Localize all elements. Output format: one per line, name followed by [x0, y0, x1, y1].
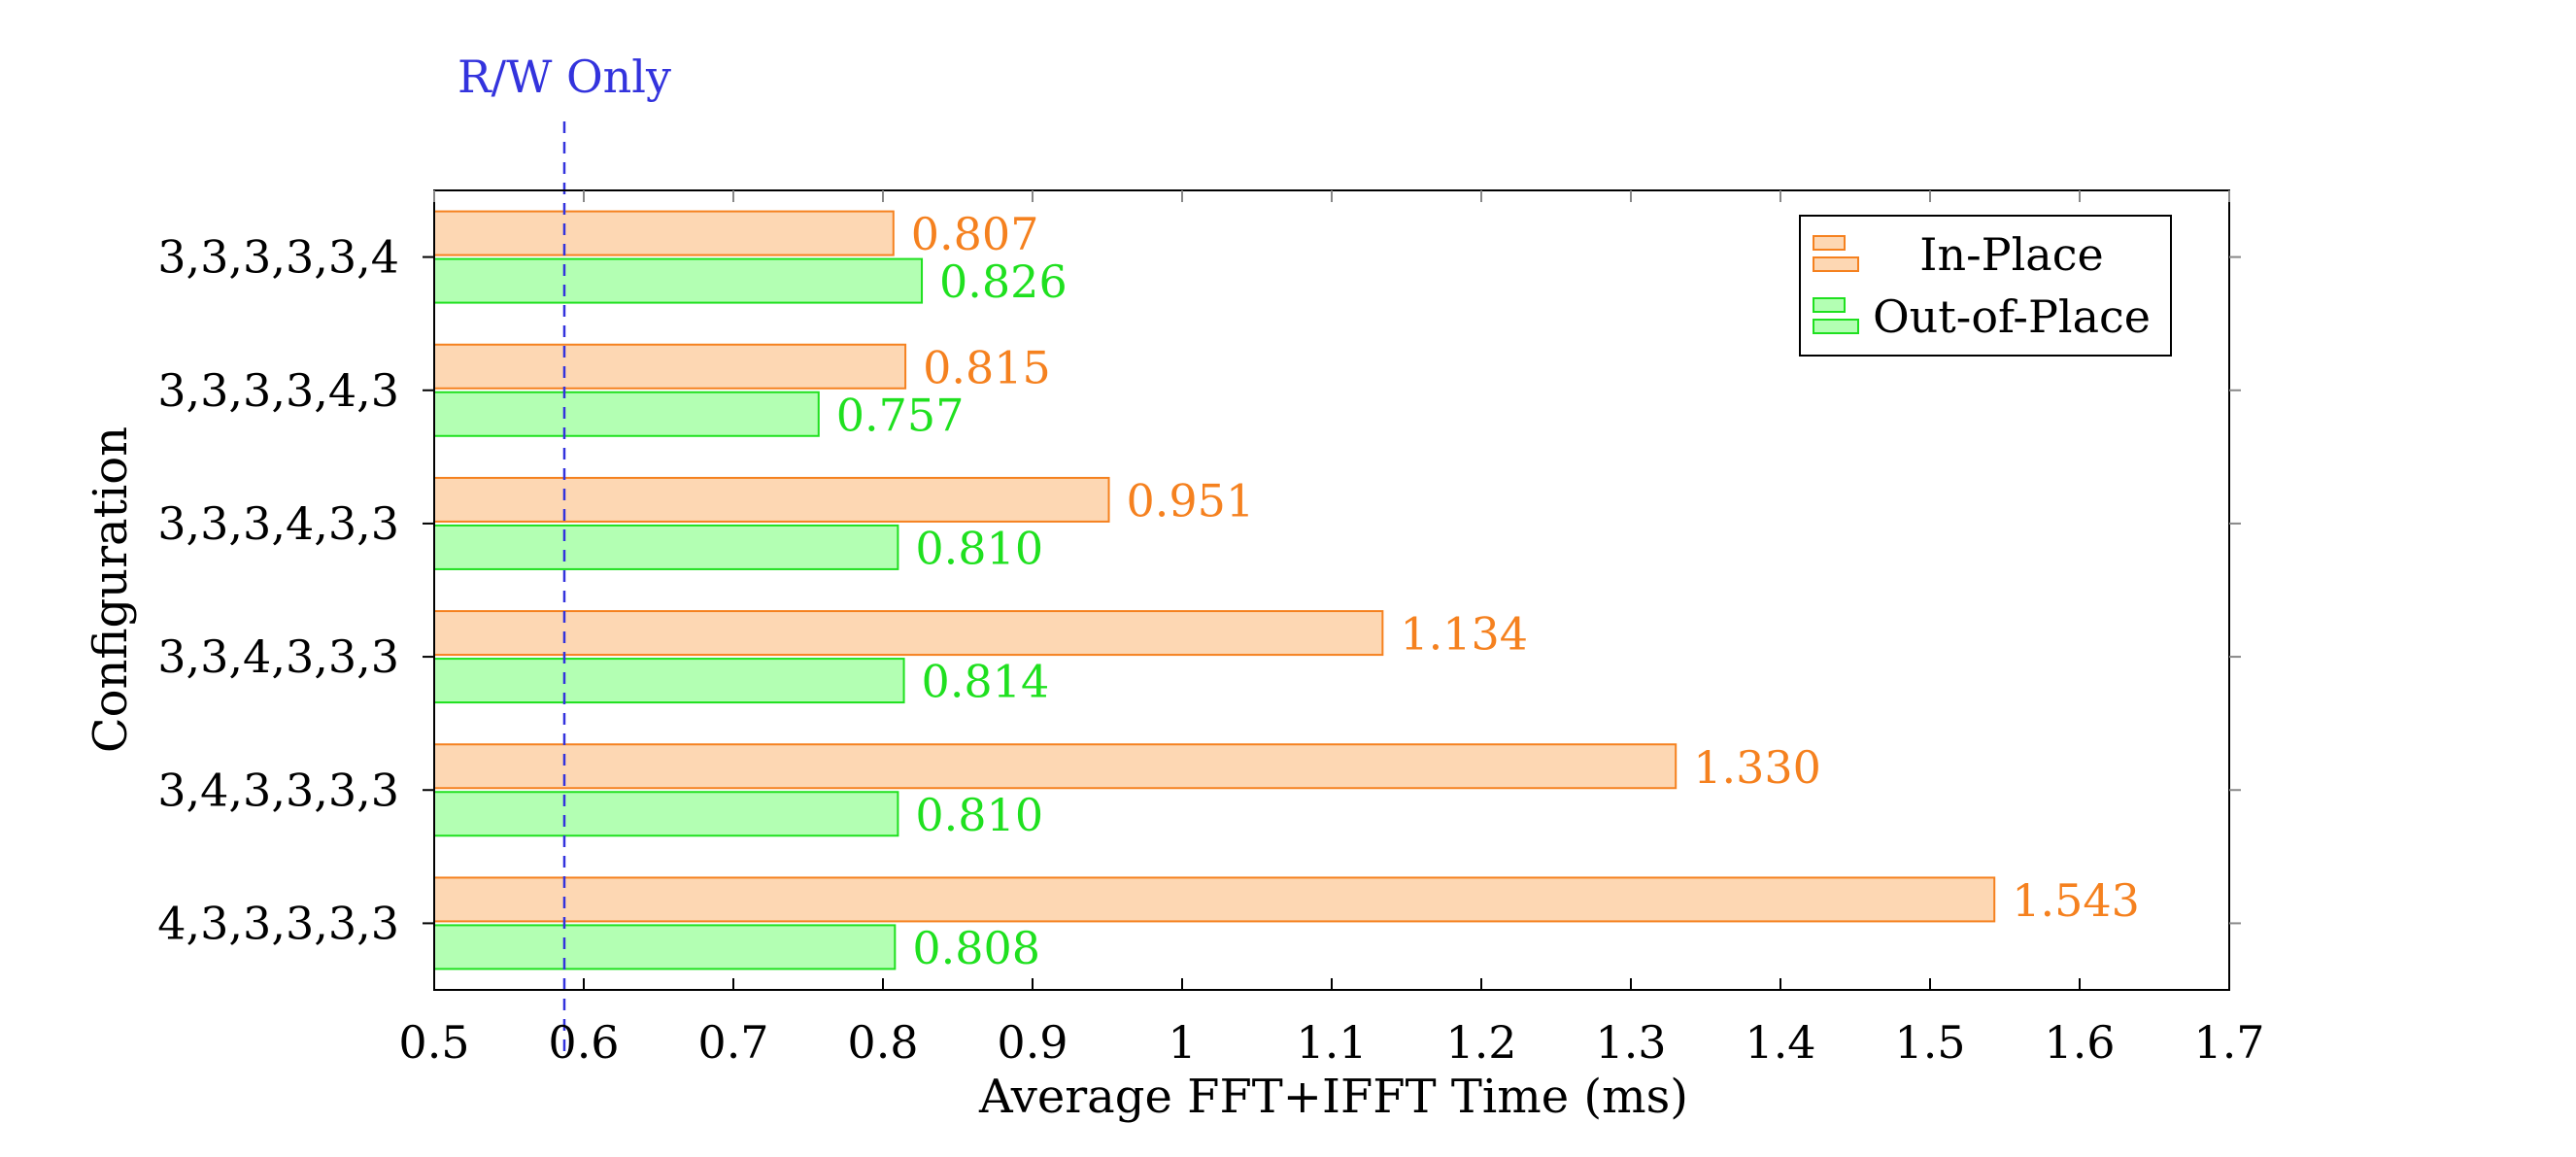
y-tick-label: 4,3,3,3,3,3 — [157, 897, 399, 949]
bar-out-of-place — [433, 658, 905, 704]
legend-swatch — [1813, 235, 1846, 251]
y-tick-label: 3,4,3,3,3,3 — [157, 764, 399, 816]
bar-out-of-place — [433, 257, 924, 304]
data-label: 0.810 — [915, 522, 1043, 574]
data-label: 1.134 — [1400, 608, 1528, 661]
x-tick-label: 1.2 — [1445, 1016, 1516, 1069]
data-label: 0.951 — [1127, 474, 1255, 527]
x-tick-label: 0.8 — [847, 1016, 918, 1069]
y-tick-label: 3,3,3,3,4,3 — [157, 364, 399, 417]
legend-swatch — [1813, 297, 1846, 313]
bar-in-place — [433, 210, 895, 256]
x-tick-label: 1.5 — [1894, 1016, 1965, 1069]
x-tick-label: 1.7 — [2193, 1016, 2264, 1069]
x-tick-label: 1 — [1168, 1016, 1196, 1069]
bar-in-place — [433, 743, 1678, 790]
bar-out-of-place — [433, 524, 899, 570]
y-tick-label: 3,3,4,3,3,3 — [157, 630, 399, 683]
bar-in-place — [433, 876, 1996, 923]
bars-layer — [433, 210, 1996, 970]
x-tick-label: 1.3 — [1595, 1016, 1666, 1069]
legend: In-Place Out-of-Place — [1799, 215, 2172, 357]
bar-out-of-place — [433, 924, 897, 970]
reference-line-layer: R/W Only — [458, 51, 671, 1059]
data-label: 0.757 — [836, 389, 965, 441]
y-tick-label: 3,3,3,4,3,3 — [157, 497, 399, 550]
x-tick-label: 1.1 — [1296, 1016, 1367, 1069]
bar-in-place — [433, 476, 1110, 523]
legend-swatch — [1813, 319, 1859, 334]
data-label: 0.810 — [915, 789, 1043, 841]
legend-label: In-Place — [1919, 228, 2103, 281]
y-axis-title: Configuration — [84, 426, 138, 753]
legend-box — [1799, 215, 2172, 357]
x-tick-label: 0.9 — [997, 1016, 1068, 1069]
data-label: 1.543 — [2012, 874, 2140, 927]
data-label: 0.826 — [939, 255, 1068, 308]
x-tick-label: 1.6 — [2044, 1016, 2115, 1069]
bar-out-of-place — [433, 791, 899, 837]
y-tick-label: 3,3,3,3,3,4 — [157, 231, 399, 284]
bar-in-place — [433, 343, 907, 390]
x-axis-title: Average FFT+IFFT Time (ms) — [978, 1070, 1688, 1124]
x-tick-label: 0.7 — [697, 1016, 768, 1069]
legend-label: Out-of-Place — [1873, 290, 2151, 343]
data-label: 0.807 — [911, 208, 1039, 260]
legend-swatch — [1813, 256, 1859, 272]
data-label: 0.815 — [923, 341, 1051, 393]
x-tick-label: 0.6 — [548, 1016, 619, 1069]
x-tick-label: 0.5 — [398, 1016, 469, 1069]
data-label: 1.330 — [1693, 741, 1821, 794]
bar-in-place — [433, 610, 1384, 657]
bar-out-of-place — [433, 391, 820, 437]
ticks-layer — [423, 190, 2241, 990]
reference-line-label: R/W Only — [458, 51, 671, 103]
data-label: 0.808 — [912, 922, 1040, 974]
data-label: 0.814 — [922, 656, 1050, 708]
x-tick-label: 1.4 — [1745, 1016, 1815, 1069]
